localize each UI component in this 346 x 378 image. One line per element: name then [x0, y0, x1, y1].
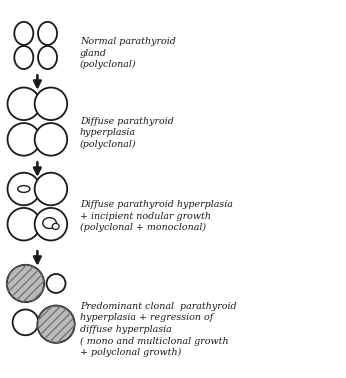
- Ellipse shape: [43, 218, 56, 229]
- Ellipse shape: [8, 123, 40, 156]
- Ellipse shape: [12, 310, 38, 335]
- Text: Diffuse parathyroid hyperplasia
+ incipient nodular growth
(polyclonal + monoclo: Diffuse parathyroid hyperplasia + incipi…: [80, 200, 233, 232]
- Text: Diffuse parathyroid
hyperplasia
(polyclonal): Diffuse parathyroid hyperplasia (polyclo…: [80, 117, 174, 149]
- Ellipse shape: [35, 208, 67, 240]
- Ellipse shape: [8, 88, 40, 120]
- Ellipse shape: [52, 223, 59, 229]
- Ellipse shape: [14, 46, 33, 69]
- Ellipse shape: [35, 88, 67, 120]
- Ellipse shape: [14, 22, 33, 45]
- Ellipse shape: [8, 208, 40, 240]
- Ellipse shape: [8, 173, 40, 205]
- Ellipse shape: [38, 46, 57, 69]
- Text: Normal parathyroid
gland
(polyclonal): Normal parathyroid gland (polyclonal): [80, 37, 176, 69]
- Ellipse shape: [35, 123, 67, 156]
- Text: Predominant clonal  parathyroid
hyperplasia + regression of
diffuse hyperplasia
: Predominant clonal parathyroid hyperplas…: [80, 302, 236, 357]
- Ellipse shape: [35, 173, 67, 205]
- Ellipse shape: [46, 274, 65, 293]
- Ellipse shape: [7, 265, 44, 302]
- Ellipse shape: [37, 305, 75, 343]
- Ellipse shape: [18, 186, 30, 192]
- Ellipse shape: [38, 22, 57, 45]
